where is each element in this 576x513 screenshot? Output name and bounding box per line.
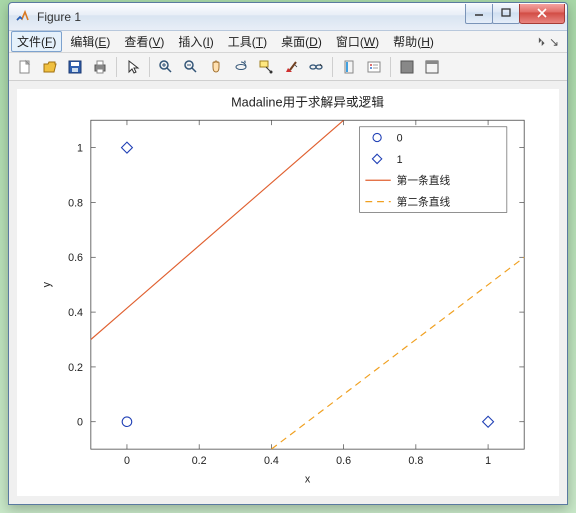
window-title: Figure 1: [37, 10, 466, 24]
data-cursor-icon[interactable]: [254, 55, 278, 79]
legend-icon[interactable]: [362, 55, 386, 79]
print-icon[interactable]: [88, 55, 112, 79]
brush-icon[interactable]: [279, 55, 303, 79]
plot-title: Madaline用于求解异或逻辑: [231, 96, 384, 110]
xtick-label: 0.2: [192, 455, 207, 467]
menu-bar: 文件(F) 编辑(E) 查看(V) 插入(I) 工具(T) 桌面(D) 窗口(W…: [9, 31, 567, 53]
xtick-label: 0.8: [408, 455, 423, 467]
hide-tools-icon[interactable]: [395, 55, 419, 79]
xlabel: x: [305, 473, 311, 485]
menu-edit[interactable]: 编辑(E): [64, 31, 116, 52]
rotate3d-icon[interactable]: [229, 55, 253, 79]
ylabel: y: [41, 281, 53, 287]
figure-canvas-container: Madaline用于求解异或逻辑 0 0.2 0.4 0.6 0.8 1 0 0.2 0.4 0.6…: [9, 81, 567, 504]
toolbar-separator: [116, 57, 117, 77]
menu-insert[interactable]: 插入(I): [172, 31, 219, 52]
figure-canvas[interactable]: Madaline用于求解异或逻辑 0 0.2 0.4 0.6 0.8 1 0 0.2 0.4 0.6…: [17, 89, 559, 496]
ytick-label: 0.8: [68, 197, 83, 209]
ytick-label: 0.4: [68, 307, 83, 319]
link-icon[interactable]: [304, 55, 328, 79]
xtick-label: 0: [124, 455, 130, 467]
minimize-button[interactable]: [465, 4, 493, 24]
ytick-label: 1: [77, 143, 83, 155]
zoom-out-icon[interactable]: [179, 55, 203, 79]
save-icon[interactable]: [63, 55, 87, 79]
pan-hand-icon[interactable]: [204, 55, 228, 79]
maximize-button[interactable]: [492, 4, 520, 24]
legend-label: 1: [397, 154, 403, 166]
legend-label: 0: [397, 132, 403, 144]
menu-desktop[interactable]: 桌面(D): [275, 31, 328, 52]
dock-icon[interactable]: [420, 55, 444, 79]
figure-window: Figure 1 文件(F) 编辑(E) 查看(V) 插入(I) 工具(T) 桌…: [8, 2, 568, 505]
toolbar-separator: [390, 57, 391, 77]
xtick-label: 0.4: [264, 455, 279, 467]
ytick-label: 0: [77, 417, 83, 429]
axes[interactable]: Madaline用于求解异或逻辑 0 0.2 0.4 0.6 0.8 1 0 0.2 0.4 0.6…: [17, 89, 559, 496]
open-folder-icon[interactable]: [38, 55, 62, 79]
new-file-icon[interactable]: [13, 55, 37, 79]
menu-overflow[interactable]: ↘: [530, 33, 565, 51]
legend-label: 第二条直线: [397, 196, 451, 209]
toolbar-separator: [149, 57, 150, 77]
window-controls: [466, 4, 565, 24]
menu-tools[interactable]: 工具(T): [222, 31, 273, 52]
zoom-in-icon[interactable]: [154, 55, 178, 79]
legend-label: 第一条直线: [397, 174, 451, 187]
menu-help[interactable]: 帮助(H): [387, 31, 440, 52]
toolbar-separator: [332, 57, 333, 77]
cursor-icon[interactable]: [121, 55, 145, 79]
toolbar: [9, 53, 567, 81]
menu-window[interactable]: 窗口(W): [330, 31, 385, 52]
menu-file[interactable]: 文件(F): [11, 31, 62, 52]
title-bar[interactable]: Figure 1: [9, 3, 567, 31]
ytick-label: 0.6: [68, 252, 83, 264]
ytick-label: 0.2: [68, 362, 83, 374]
close-button[interactable]: [519, 4, 565, 24]
menu-view[interactable]: 查看(V): [118, 31, 170, 52]
colorbar-icon[interactable]: [337, 55, 361, 79]
xtick-label: 1: [485, 455, 491, 467]
xtick-label: 0.6: [336, 455, 351, 467]
matlab-icon: [15, 9, 31, 25]
